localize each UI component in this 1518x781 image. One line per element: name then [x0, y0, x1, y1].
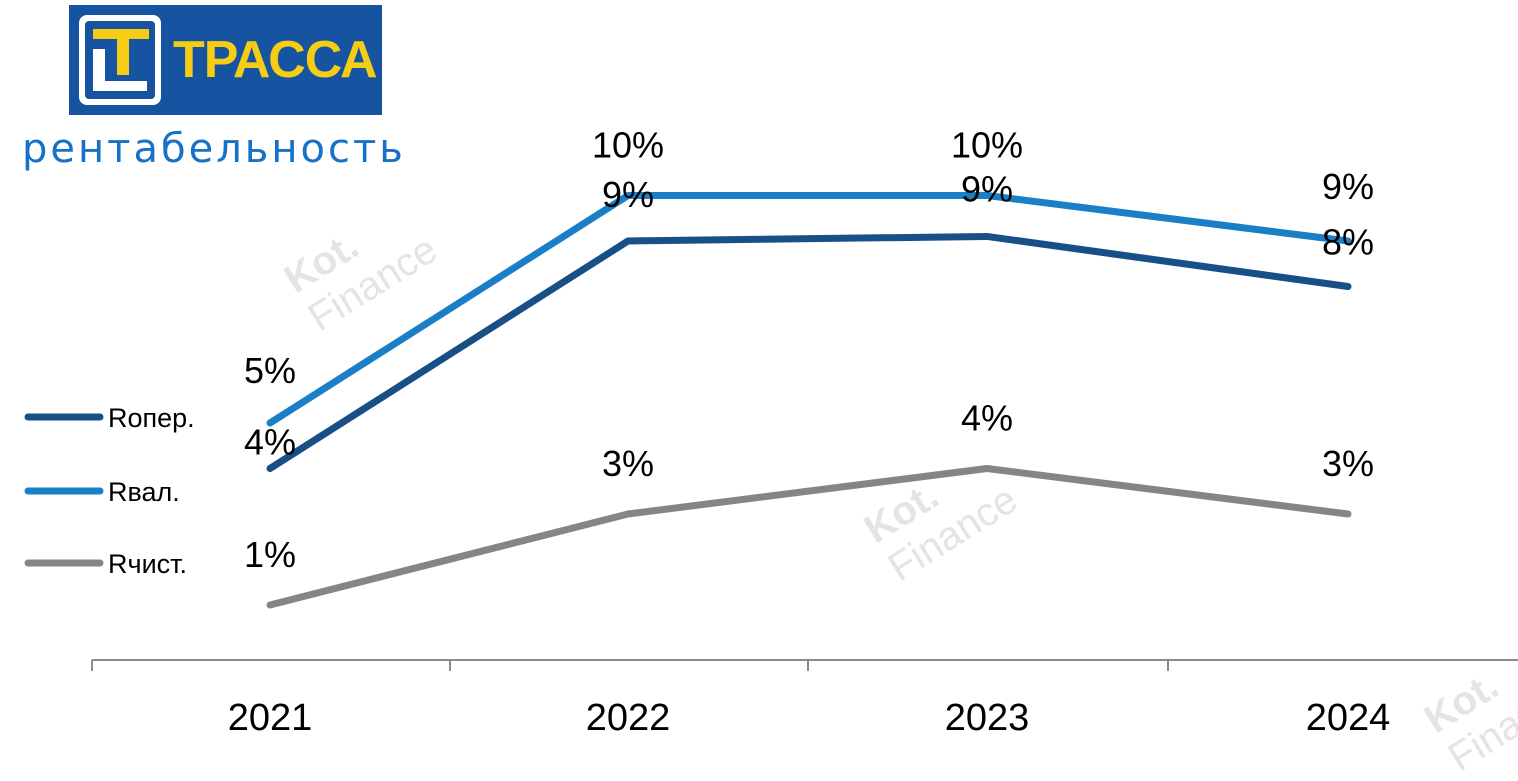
logo-brand-text: ТРАССА [173, 31, 377, 89]
legend-label-2: Rчист. [108, 549, 187, 579]
x-tick-label-2023: 2023 [945, 697, 1030, 739]
logo-mark-icon [79, 15, 161, 105]
data-label-s1-0: 5% [244, 350, 296, 391]
data-label-s2-3: 3% [1322, 443, 1374, 484]
legend-label-1: Rвал. [108, 477, 180, 507]
series-line-1 [266, 192, 1352, 427]
data-label-s2-2: 4% [961, 398, 1013, 439]
data-label-s2-0: 1% [244, 534, 296, 575]
page-subtitle: рентабельность [22, 126, 406, 172]
data-label-s0-2: 9% [961, 168, 1013, 209]
series-line-0 [266, 232, 1352, 472]
x-tick-label-2024: 2024 [1306, 697, 1391, 739]
data-label-s0-1: 9% [602, 174, 654, 215]
data-label-s1-2: 10% [951, 125, 1023, 166]
data-label-s2-1: 3% [602, 443, 654, 484]
series-line-2 [266, 465, 1352, 609]
x-tick-label-2022: 2022 [586, 697, 671, 739]
brand-logo: ТРАССА [69, 5, 382, 115]
legend-label-0: Rопер. [108, 403, 195, 433]
data-label-s0-0: 4% [244, 422, 296, 463]
data-label-s1-1: 10% [592, 125, 664, 166]
x-tick-label-2021: 2021 [228, 697, 313, 739]
data-label-s0-3: 8% [1322, 222, 1374, 263]
data-label-s1-3: 9% [1322, 166, 1374, 207]
